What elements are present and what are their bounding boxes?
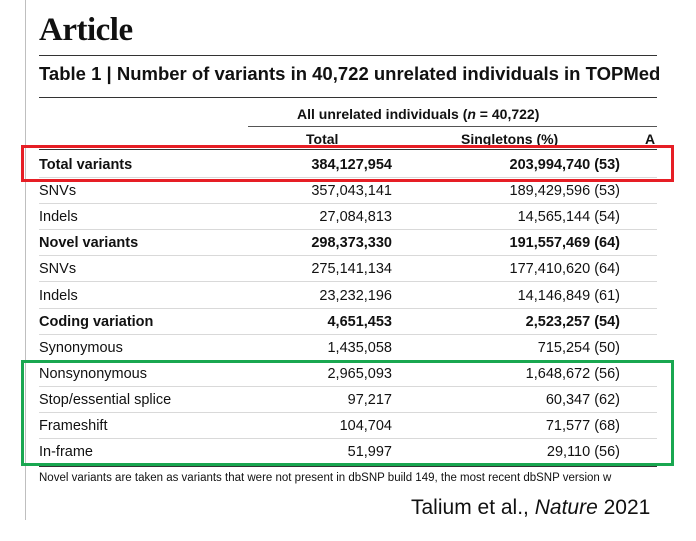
row-label: SNVs xyxy=(39,261,77,278)
citation-authors: Talium et al., xyxy=(411,496,535,519)
row-divider xyxy=(39,411,657,413)
row-total: 384,127,954 xyxy=(311,157,392,173)
row-divider xyxy=(39,307,657,309)
row-total: 97,217 xyxy=(347,391,392,408)
table-row: Novel variants 298,373,330 191,557,469 (64… xyxy=(39,230,657,257)
row-label: In-frame xyxy=(39,444,93,461)
row-label: Indels xyxy=(39,287,78,304)
row-label: Indels xyxy=(39,209,78,226)
row-singletons: 1,648,672 (56) xyxy=(525,365,620,382)
row-total: 51,997 xyxy=(347,444,392,461)
table-row: In-frame 51,997 29,110 (56) xyxy=(39,439,657,465)
table-row: Coding variation 4,651,453 2,523,257 (54) xyxy=(39,309,657,335)
table-footnote: Novel variants are taken as variants tha… xyxy=(39,472,612,484)
row-divider xyxy=(39,333,657,335)
row-singletons: 14,146,849 (61) xyxy=(517,287,620,304)
citation-year: 2021 xyxy=(597,496,651,519)
article-label: Article xyxy=(39,12,133,48)
row-singletons: 191,557,469 (64) xyxy=(509,235,620,252)
row-label: Synonymous xyxy=(39,339,123,356)
row-total: 4,651,453 xyxy=(327,313,392,330)
row-divider xyxy=(39,281,657,283)
row-total: 275,141,134 xyxy=(311,261,392,278)
row-singletons: 177,410,620 (64) xyxy=(509,261,620,278)
header-rule xyxy=(39,149,657,150)
table-row: Nonsynonymous 2,965,093 1,648,672 (56) xyxy=(39,361,657,387)
row-divider xyxy=(39,229,657,231)
row-label: Frameshift xyxy=(39,418,108,434)
row-divider xyxy=(39,203,657,205)
row-singletons: 189,429,596 (53) xyxy=(509,183,620,200)
row-label: Stop/essential splice xyxy=(39,391,172,408)
citation-journal: Nature xyxy=(534,496,598,519)
citation: Talium et al., Nature 2021 xyxy=(411,496,650,520)
page-margin-line xyxy=(25,0,26,520)
group-header-suffix: = 40,722) xyxy=(475,106,540,122)
row-total: 23,232,196 xyxy=(319,287,392,304)
row-divider xyxy=(39,177,657,178)
table-row: Frameshift 104,704 71,577 (68) xyxy=(39,413,657,439)
table-title: Table 1 | Number of variants in 40,722 u… xyxy=(39,63,661,84)
row-total: 357,043,141 xyxy=(311,183,392,200)
row-total: 2,965,093 xyxy=(327,365,392,382)
row-label: Nonsynonymous xyxy=(39,365,147,382)
row-label: SNVs xyxy=(39,183,77,200)
group-header: All unrelated individuals (n = 40,722) xyxy=(297,106,539,122)
table-row: Indels 27,084,813 14,565,144 (54) xyxy=(39,204,657,231)
table-row: SNVs 275,141,134 177,410,620 (64) xyxy=(39,256,657,283)
row-divider xyxy=(39,385,657,387)
highlight-box-red xyxy=(21,145,674,182)
row-label: Novel variants xyxy=(39,235,139,252)
table-row: Total variants 384,127,954 203,994,740 (53… xyxy=(39,152,657,178)
row-total: 27,084,813 xyxy=(319,209,392,226)
column-header-total: Total xyxy=(306,131,339,147)
row-singletons: 715,254 (50) xyxy=(537,339,620,356)
column-header-truncated: A xyxy=(645,131,656,147)
group-header-prefix: All unrelated individuals ( xyxy=(297,106,468,122)
table-row: Stop/essential splice 97,217 60,347 (62) xyxy=(39,387,657,413)
row-divider xyxy=(39,438,657,439)
table-row: Indels 23,232,196 14,146,849 (61) xyxy=(39,283,657,309)
table-row: Synonymous 1,435,058 715,254 (50) xyxy=(39,335,657,361)
row-singletons: 2,523,257 (54) xyxy=(525,313,620,330)
row-total: 104,704 xyxy=(339,418,392,434)
row-singletons: 203,994,740 (53) xyxy=(509,157,620,173)
row-total: 1,435,058 xyxy=(327,339,392,356)
group-header-rule xyxy=(248,126,657,127)
table-bottom-rule xyxy=(39,466,657,467)
column-header-singletons: Singletons (%) xyxy=(461,131,559,147)
row-label: Total variants xyxy=(39,157,133,173)
row-singletons: 29,110 (56) xyxy=(546,444,620,461)
row-label: Coding variation xyxy=(39,313,154,330)
row-divider xyxy=(39,255,657,257)
title-top-rule xyxy=(39,55,657,56)
group-header-n: n xyxy=(467,106,476,122)
row-total: 298,373,330 xyxy=(311,235,392,252)
row-singletons: 14,565,144 (54) xyxy=(517,209,620,226)
row-singletons: 71,577 (68) xyxy=(545,418,620,434)
table-row: SNVs 357,043,141 189,429,596 (53) xyxy=(39,178,657,205)
title-bottom-rule xyxy=(39,97,657,98)
row-singletons: 60,347 (62) xyxy=(545,391,620,408)
highlight-box-green xyxy=(21,360,674,466)
